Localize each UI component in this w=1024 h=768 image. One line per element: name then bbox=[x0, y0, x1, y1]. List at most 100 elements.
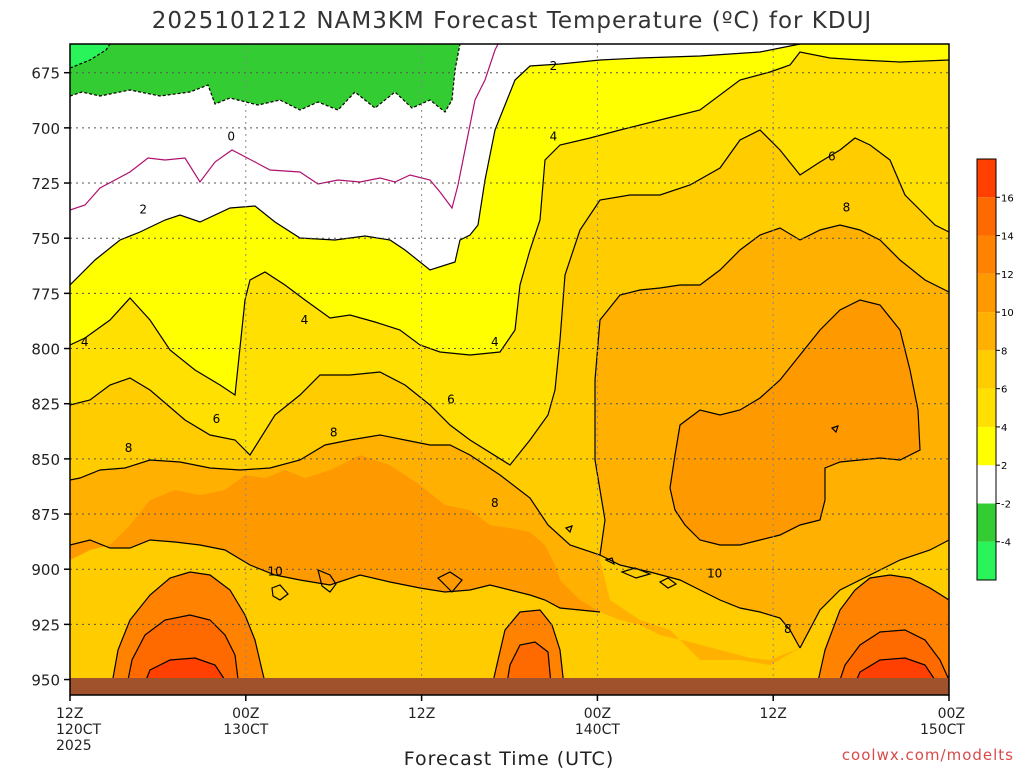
y-axis: 675 700 725 750 775 800 825 850 875 900 925 950 bbox=[31, 65, 70, 690]
temperature-fill-layer bbox=[70, 44, 949, 695]
colorbar-tick-label: -4 bbox=[1001, 538, 1011, 549]
x-tick-label: 00Z bbox=[938, 706, 965, 722]
terrain-ground bbox=[70, 678, 949, 695]
contour-line-6 bbox=[70, 129, 949, 466]
colorbar-tick-label: 4 bbox=[1001, 423, 1007, 434]
contour-blob-6 bbox=[564, 525, 573, 534]
x-tick-label: 150CT bbox=[920, 722, 965, 738]
colorbar-segment bbox=[977, 197, 996, 236]
contour-blob-3 bbox=[620, 567, 652, 579]
colorbar-segment bbox=[977, 159, 996, 198]
y-tick-label: 800 bbox=[31, 341, 60, 359]
contour-blob-7 bbox=[830, 425, 839, 434]
y-tick-label: 675 bbox=[31, 65, 60, 83]
y-tick-label: 775 bbox=[31, 285, 60, 303]
contour-label: 0 bbox=[227, 130, 235, 144]
colorbar-segment bbox=[977, 273, 996, 313]
contour-blob-5 bbox=[604, 557, 616, 566]
colorbar-segment bbox=[977, 503, 996, 542]
contour-line-12-left bbox=[109, 571, 269, 695]
colorbar-tick-label: 10 bbox=[1001, 308, 1014, 319]
band-orange-14 bbox=[125, 615, 949, 695]
x-tick-label: 00Z bbox=[232, 706, 259, 722]
contour-blob-1 bbox=[317, 568, 337, 593]
contour-labels: 0 2 2 4 4 4 4 6 6 6 8 8 8 8 8 10 10 bbox=[81, 59, 850, 636]
colorbar-segment bbox=[977, 465, 996, 504]
contour-line-12-right bbox=[814, 574, 949, 695]
contour-label: 6 bbox=[213, 412, 221, 426]
x-tick-label: 12Z bbox=[408, 706, 435, 722]
y-tick-label: 850 bbox=[31, 451, 60, 469]
contour-line-dashed-green bbox=[70, 44, 461, 113]
contour-label: 2 bbox=[550, 59, 558, 73]
colorbar-segment bbox=[977, 388, 996, 427]
contour-label: 8 bbox=[125, 441, 133, 455]
contour-label: 8 bbox=[330, 425, 338, 439]
x-tick-label: 00Z bbox=[584, 706, 611, 722]
contour-label: 10 bbox=[707, 567, 722, 581]
y-tick-label: 925 bbox=[31, 616, 60, 634]
contour-line-zero bbox=[70, 44, 499, 211]
contour-line-8 bbox=[70, 434, 801, 649]
band-gold-1 bbox=[70, 52, 949, 465]
contour-blob-2 bbox=[436, 571, 463, 593]
colorbar-tick-label: 8 bbox=[1001, 346, 1007, 357]
credit-text: coolwx.com/modelts bbox=[842, 746, 1014, 764]
contour-label: 6 bbox=[447, 392, 455, 406]
y-tick-label: 750 bbox=[31, 230, 60, 248]
band-white bbox=[70, 44, 800, 285]
band-orange-12 bbox=[110, 572, 949, 695]
contour-label: 8 bbox=[491, 496, 499, 510]
colorbar: -4 -2 2 4 6 8 10 12 14 16 bbox=[976, 158, 1014, 581]
x-tick-label: 12Z bbox=[56, 706, 83, 722]
colorbar-tick-label: 12 bbox=[1001, 270, 1014, 281]
contour-line-12-mid bbox=[489, 609, 566, 695]
contour-line-14-mid bbox=[504, 641, 553, 695]
colorbar-tick-label: -2 bbox=[1001, 499, 1011, 510]
y-tick-label: 725 bbox=[31, 175, 60, 193]
colorbar-segment bbox=[977, 235, 996, 274]
band-yellow bbox=[70, 44, 949, 395]
y-tick-label: 700 bbox=[31, 120, 60, 138]
contour-label: 4 bbox=[491, 335, 499, 349]
x-tick-label: 120CT bbox=[56, 722, 101, 738]
y-tick-label: 900 bbox=[31, 561, 60, 579]
contour-label: 4 bbox=[81, 335, 89, 349]
contour-label: 2 bbox=[139, 203, 147, 217]
x-tick-label: 12Z bbox=[759, 706, 786, 722]
x-axis-title: Forecast Time (UTC) bbox=[404, 748, 614, 768]
colorbar-segment bbox=[977, 350, 996, 389]
contour-line-10-cell bbox=[669, 299, 921, 546]
colorbar-tick-label: 2 bbox=[1001, 461, 1007, 472]
contour-line-14-right bbox=[834, 629, 949, 695]
contour-label: 8 bbox=[784, 622, 792, 636]
contour-blob-8 bbox=[271, 584, 289, 601]
grid-lines bbox=[70, 44, 949, 695]
contour-line-8-lower-right bbox=[799, 539, 949, 649]
colorbar-tick-label: 6 bbox=[1001, 385, 1007, 396]
x-tick-label: 2025 bbox=[56, 738, 92, 754]
contour-label: 10 bbox=[267, 564, 282, 578]
colorbar-segment bbox=[977, 312, 996, 351]
contour-line-2 bbox=[70, 44, 801, 286]
contour-blob-4 bbox=[658, 577, 678, 589]
x-tick-label: 140CT bbox=[575, 722, 620, 738]
contour-label: 6 bbox=[828, 150, 836, 164]
contour-line-10 bbox=[70, 539, 601, 613]
contour-line-dashed-green-2 bbox=[70, 44, 111, 69]
colorbar-tick-label: 16 bbox=[1001, 193, 1014, 204]
contour-line-4 bbox=[70, 51, 949, 397]
band-orange-10 bbox=[70, 300, 920, 612]
y-tick-label: 875 bbox=[31, 506, 60, 524]
colorbar-frame bbox=[976, 158, 997, 581]
colorbar-tick-label: 14 bbox=[1001, 232, 1014, 243]
band-green-bright bbox=[70, 44, 110, 68]
plot-frame bbox=[69, 43, 950, 696]
x-tick-label: 130CT bbox=[223, 722, 268, 738]
contour-line-14-left bbox=[124, 614, 241, 695]
contour-label: 4 bbox=[301, 313, 309, 327]
y-tick-label: 825 bbox=[31, 396, 60, 414]
contour-label: 4 bbox=[550, 130, 558, 144]
